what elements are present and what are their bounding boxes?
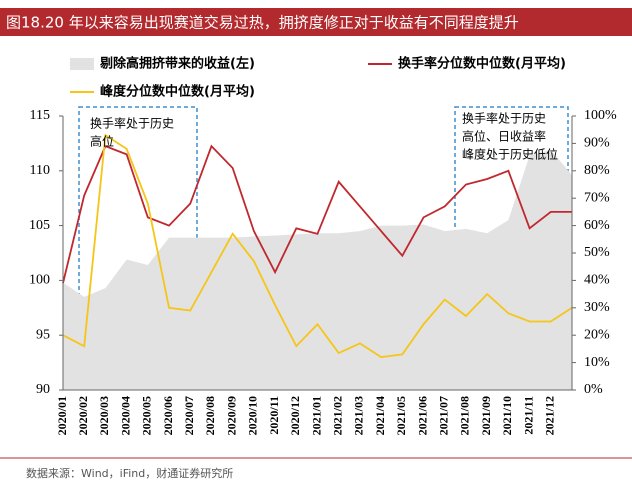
annotation: 换手率处于历史	[90, 116, 174, 131]
x-tick-label: 2020/12	[288, 396, 302, 435]
area	[63, 149, 572, 390]
x-tick-label: 2021/06	[415, 396, 429, 435]
x-tick-label: 2021/02	[330, 396, 344, 435]
title-bar	[0, 8, 632, 36]
y-tick-label: 105	[29, 218, 50, 233]
x-tick-label: 2020/04	[118, 396, 132, 435]
legend-label: 剔除高拥挤带来的收益(左)	[99, 56, 255, 72]
x-tick-label: 2020/11	[267, 396, 281, 435]
y2-tick-label: 70%	[584, 190, 610, 205]
y-tick-label: 115	[30, 108, 50, 123]
y2-tick-label: 60%	[584, 218, 610, 233]
source-note: 数据来源：Wind，iFind，财通证券研究所	[26, 466, 233, 480]
x-tick-label: 2021/10	[500, 396, 514, 435]
x-tick-label: 2021/11	[521, 396, 535, 435]
annotation: 换手率处于历史	[462, 111, 546, 126]
legend-label: 换手率分位数中位数(月平均)	[398, 56, 566, 72]
x-tick-label: 2021/08	[458, 396, 472, 435]
x-tick-label: 2020/06	[161, 396, 175, 435]
x-tick-label: 2021/03	[352, 396, 366, 435]
line	[62, 144, 572, 284]
x-tick-label: 2020/07	[182, 396, 196, 435]
y2-tick-label: 0%	[584, 382, 603, 397]
y2-tick-label: 10%	[584, 355, 610, 370]
annotation: 峰度处于历史低位	[462, 147, 558, 162]
y-tick-label: 95	[36, 327, 50, 342]
x-tick-label: 2020/08	[203, 396, 217, 435]
x-tick-label: 2021/05	[394, 396, 408, 435]
x-tick-label: 2021/09	[479, 396, 493, 435]
annotation: 高位、日收益率	[462, 129, 546, 144]
legend-label: 峰度分位数中位数(月平均)	[100, 84, 255, 100]
chart-title: 图18.20 年以来容易出现赛道交易过热，拥挤度修正对于收益有不同程度提升	[6, 14, 519, 32]
y2-tick-label: 40%	[584, 273, 610, 288]
y2-tick-label: 100%	[584, 108, 617, 123]
x-tick-label: 2021/07	[437, 396, 451, 435]
x-tick-label: 2021/12	[543, 396, 557, 435]
x-tick-label: 2021/01	[309, 396, 323, 435]
y2-tick-label: 20%	[584, 327, 610, 342]
y2-tick-label: 90%	[584, 136, 610, 151]
y-tick-label: 100	[29, 273, 50, 288]
x-tick-label: 2020/05	[140, 396, 154, 435]
legend-swatch	[70, 58, 94, 70]
y-tick-label: 110	[30, 163, 50, 178]
x-tick-label: 2020/10	[246, 396, 260, 435]
y2-tick-label: 80%	[584, 163, 610, 178]
y2-tick-label: 30%	[584, 300, 610, 315]
y2-tick-label: 50%	[584, 245, 610, 260]
x-tick-label: 2020/02	[76, 396, 90, 435]
line	[62, 133, 573, 359]
x-tick-label: 2021/04	[373, 396, 387, 435]
x-tick-label: 2020/09	[224, 396, 238, 435]
y-tick-label: 90	[36, 382, 50, 397]
annotation: 高位	[90, 134, 114, 149]
x-tick-label: 2020/03	[97, 396, 111, 435]
x-tick-label: 2020/01	[55, 396, 69, 435]
